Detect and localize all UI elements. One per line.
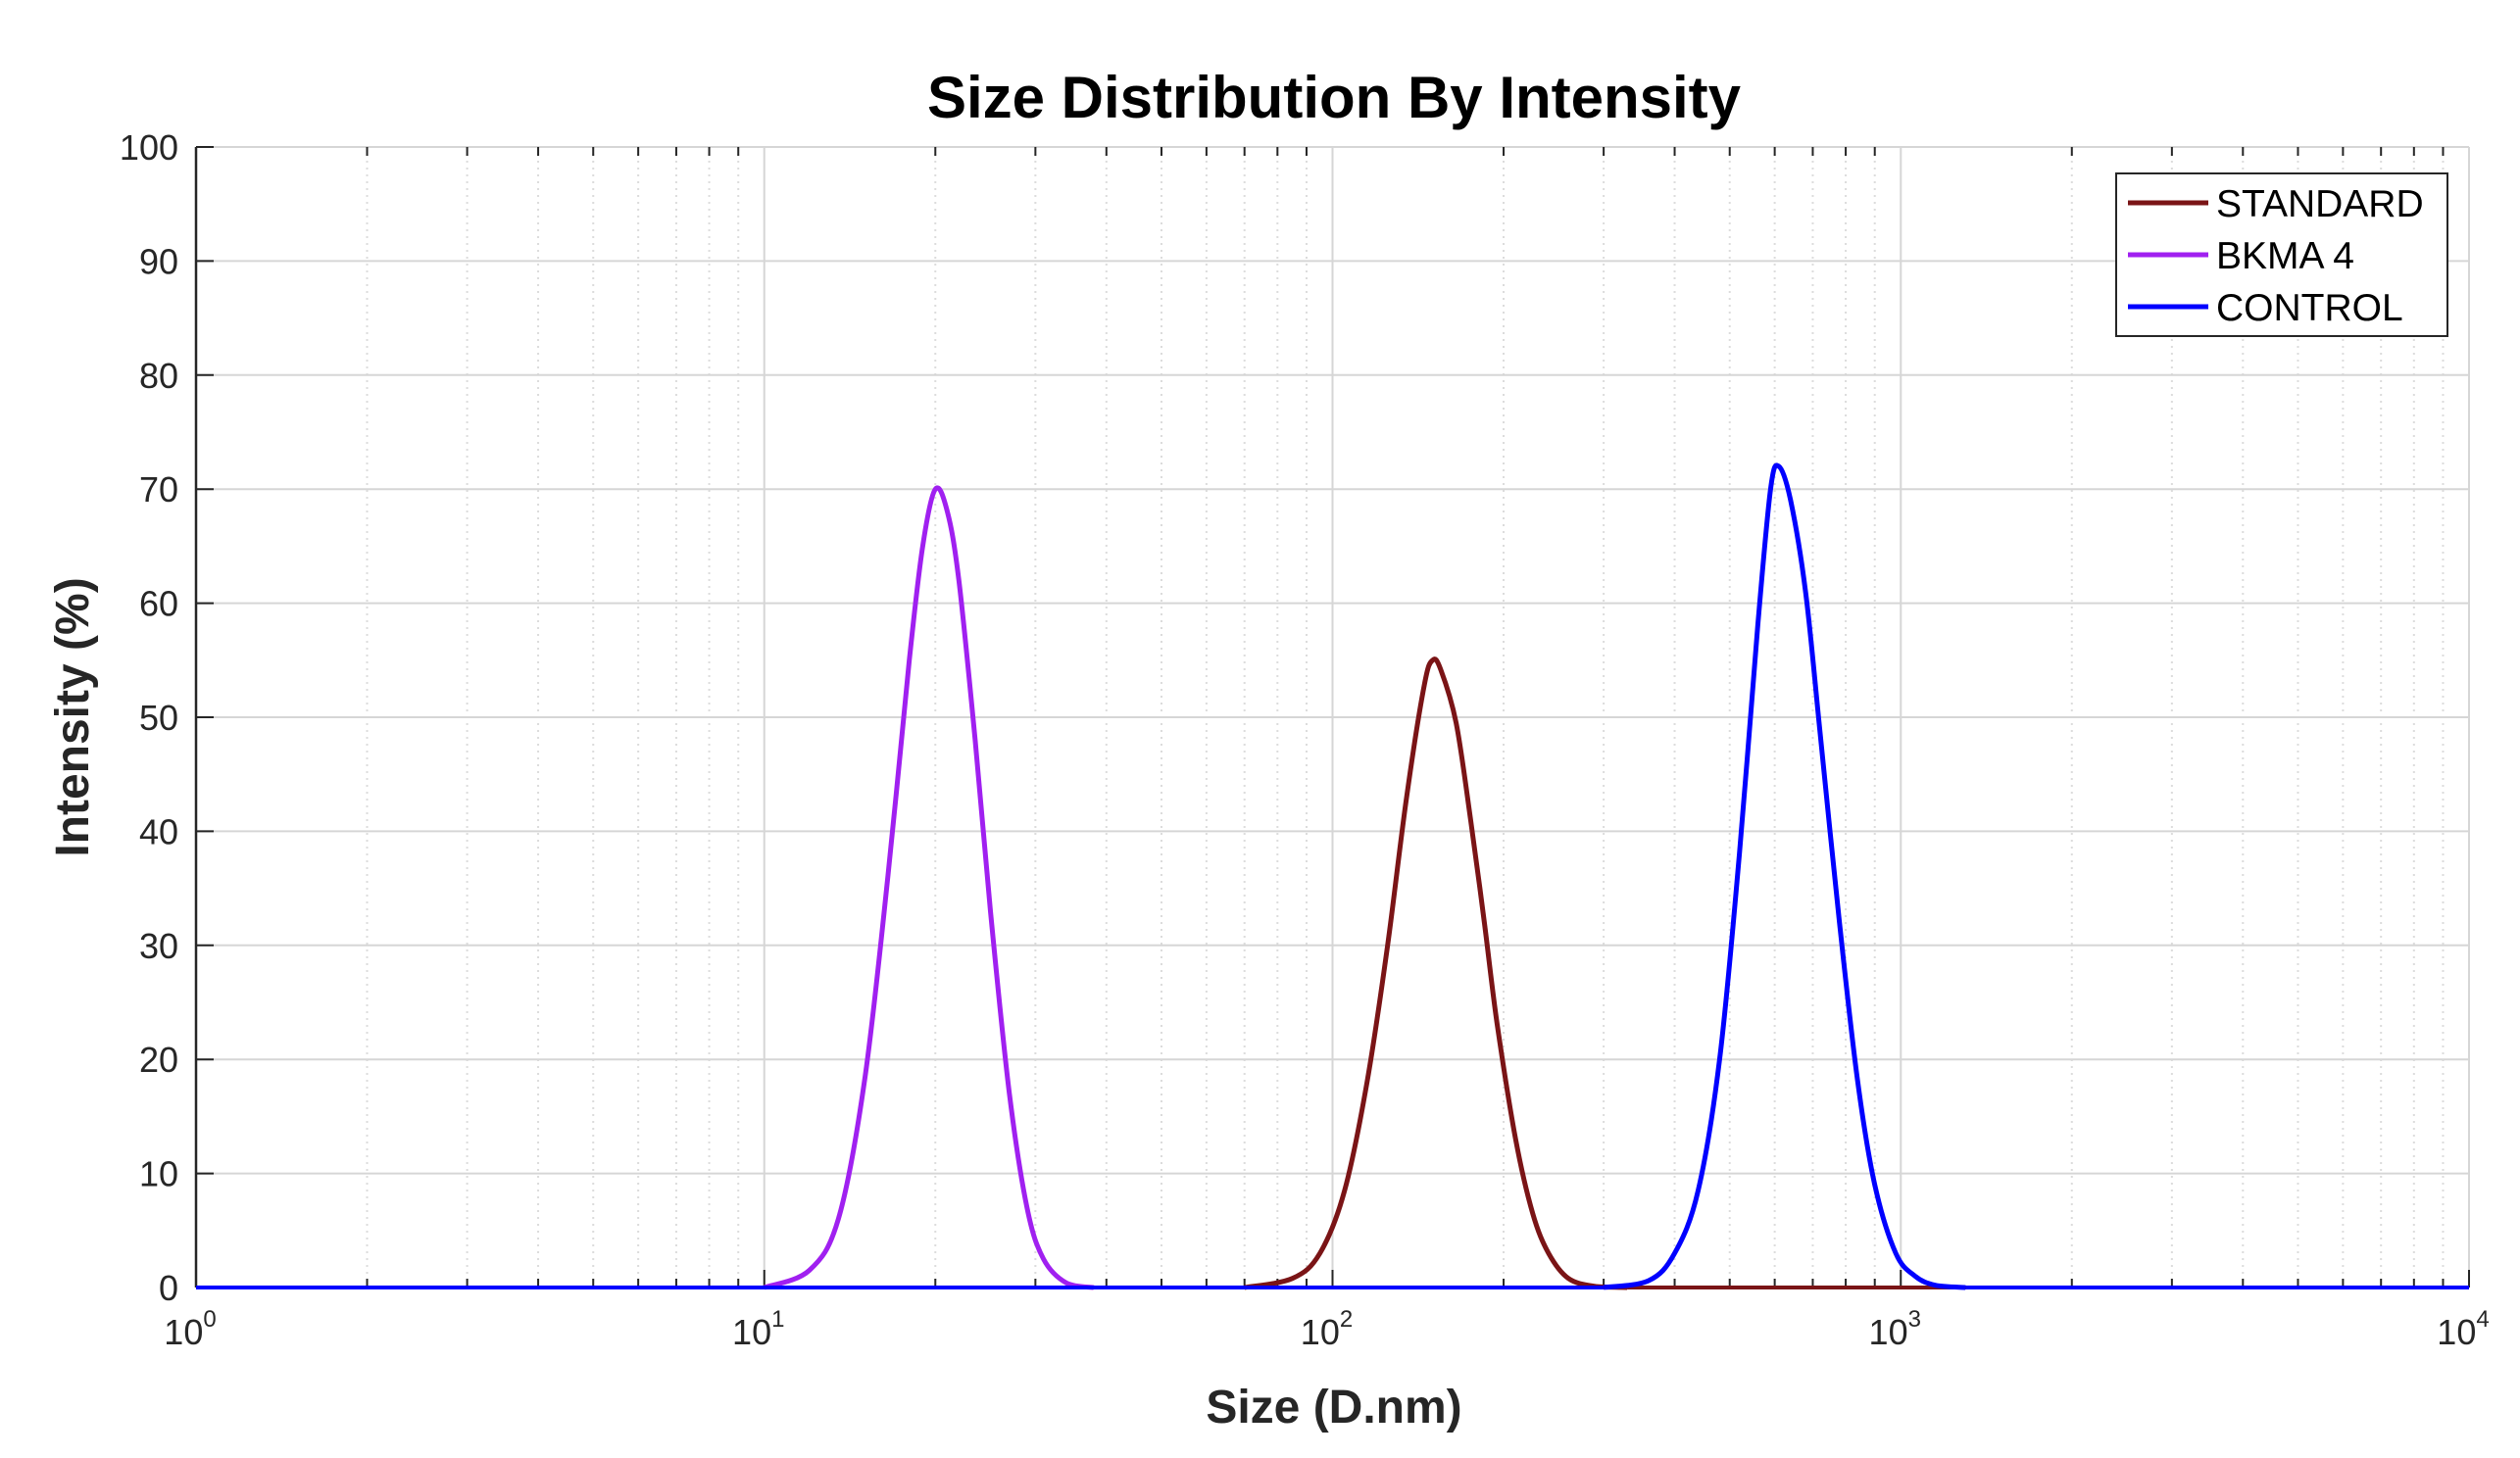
tick-labels: 100 101 102 103 104 0 10 20 30 40 50 60 70 80 90 100 <box>120 127 2490 1352</box>
y-tick-label: 70 <box>139 469 178 510</box>
chart-title: Size Distribution By Intensity <box>927 65 1742 130</box>
x-tick-label: 102 <box>1301 1306 1353 1352</box>
y-tick-label: 0 <box>159 1268 178 1308</box>
legend-label: BKMA 4 <box>2216 235 2354 277</box>
series-line <box>763 485 1095 1290</box>
y-tick-label: 90 <box>139 241 178 281</box>
x-axis-label: Size (D.nm) <box>1206 1382 1461 1434</box>
series-control <box>196 462 2469 1290</box>
y-tick-label: 40 <box>139 811 178 851</box>
x-tick-label: 104 <box>2437 1306 2489 1352</box>
y-tick-label: 80 <box>139 356 178 396</box>
x-tick-label: 100 <box>164 1306 216 1352</box>
legend-label: CONTROL <box>2216 287 2403 329</box>
y-axis-label: Intensity (%) <box>47 577 99 856</box>
x-tick-label: 101 <box>732 1306 784 1352</box>
y-tick-label: 30 <box>139 926 178 966</box>
y-tick-label: 60 <box>139 584 178 624</box>
legend-label: STANDARD <box>2216 183 2424 225</box>
y-tick-label: 10 <box>139 1154 178 1194</box>
series-line <box>1244 656 1628 1290</box>
series-line <box>1603 462 1966 1290</box>
legend: STANDARD BKMA 4 CONTROL <box>2115 172 2448 337</box>
y-tick-label: 100 <box>120 127 178 168</box>
x-tick-label: 103 <box>1869 1306 1921 1352</box>
series-layer <box>196 462 2469 1290</box>
y-tick-label: 20 <box>139 1040 178 1080</box>
y-tick-label: 50 <box>139 698 178 738</box>
